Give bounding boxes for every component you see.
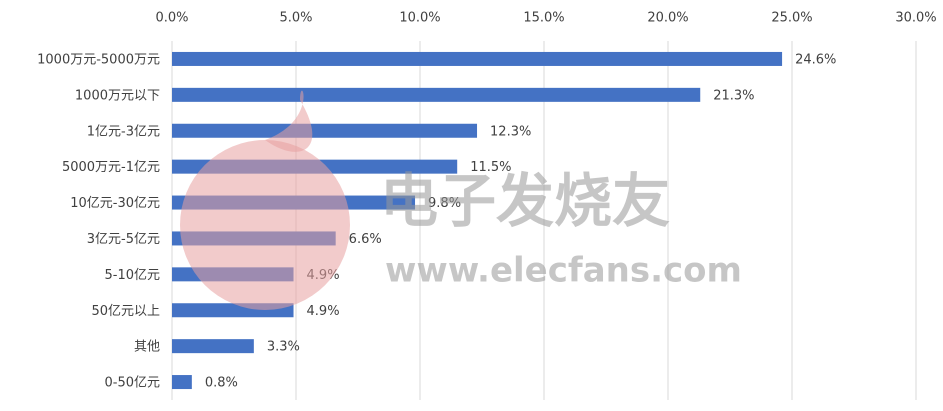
watermark-url: www.elecfans.com: [385, 251, 742, 291]
x-tick-label: 15.0%: [523, 11, 564, 26]
value-label: 0.8%: [205, 376, 238, 391]
x-tick-label: 10.0%: [399, 11, 440, 26]
bar: [172, 51, 783, 66]
value-label: 9.8%: [428, 196, 461, 211]
x-tick-label: 30.0%: [895, 11, 936, 26]
value-label: 12.3%: [490, 124, 531, 139]
watermark: 电子发烧友 www.elecfans.com: [180, 90, 742, 310]
y-tick-label: 1亿元-3亿元: [87, 124, 160, 139]
value-label: 24.6%: [795, 52, 836, 67]
bar: [172, 123, 478, 138]
y-tick-label: 5000万元-1亿元: [62, 160, 160, 175]
y-tick-label: 其他: [134, 340, 160, 355]
value-label: 4.9%: [307, 304, 340, 319]
y-tick-label: 10亿元-30亿元: [70, 196, 160, 211]
y-tick-label: 1000万元以下: [75, 88, 160, 103]
y-tick-label: 3亿元-5亿元: [87, 232, 160, 247]
value-label: 11.5%: [470, 160, 511, 175]
y-tick-label: 5-10亿元: [104, 268, 160, 283]
y-tick-label: 50亿元以上: [91, 304, 160, 319]
y-tick-label: 1000万元-5000万元: [37, 52, 160, 67]
watermark-brand: 电子发烧友: [380, 167, 670, 235]
x-tick-label: 0.0%: [155, 11, 188, 26]
value-label: 3.3%: [267, 340, 300, 355]
value-label: 21.3%: [713, 88, 754, 103]
x-tick-label: 20.0%: [647, 11, 688, 26]
x-tick-label: 5.0%: [279, 11, 312, 26]
x-tick-label: 25.0%: [771, 11, 812, 26]
watermark-flame: [265, 90, 313, 152]
bar: [172, 339, 254, 354]
value-label: 6.6%: [349, 232, 382, 247]
watermark-logo: [180, 140, 350, 310]
bar: [172, 375, 192, 390]
bar: [172, 87, 701, 102]
y-tick-label: 0-50亿元: [104, 376, 160, 391]
